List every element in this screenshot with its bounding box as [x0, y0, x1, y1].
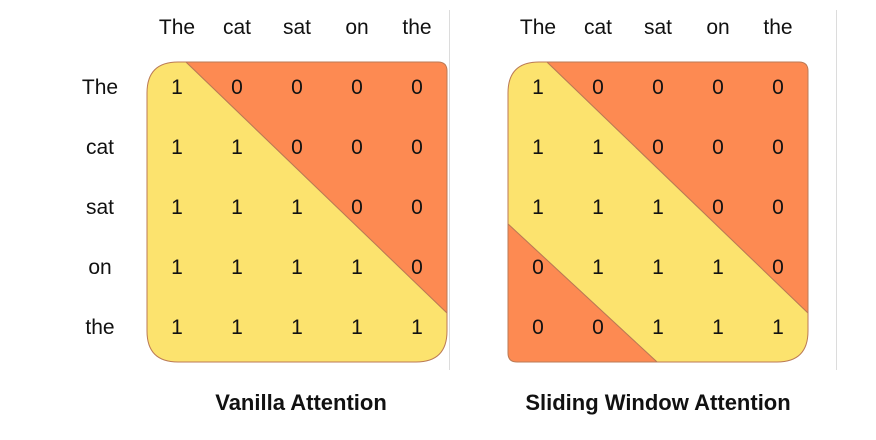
- matrix-cell: 1: [171, 76, 183, 99]
- matrix-cell: 1: [592, 136, 604, 159]
- matrix-cell: 0: [652, 76, 664, 99]
- matrix-cell: 0: [411, 196, 423, 219]
- matrix-cell: 1: [772, 316, 784, 339]
- matrix-cell: 1: [171, 136, 183, 159]
- col-header: The: [158, 16, 196, 39]
- matrix-cell: 1: [351, 256, 363, 279]
- matrix-cell: 1: [231, 256, 243, 279]
- matrix-cell: 1: [592, 196, 604, 219]
- col-header: the: [402, 16, 432, 39]
- row-label: cat: [85, 136, 114, 159]
- sliding-window-matrix: [507, 61, 809, 363]
- row-label: sat: [85, 196, 114, 219]
- matrix-cell: 0: [231, 76, 243, 99]
- matrix-cell: 1: [592, 256, 604, 279]
- col-header: cat: [222, 16, 252, 39]
- matrix-cell: 1: [291, 196, 303, 219]
- matrix-cell: 1: [652, 256, 664, 279]
- matrix-cell: 1: [291, 316, 303, 339]
- matrix-cell: 0: [351, 196, 363, 219]
- sliding-window-band: [507, 61, 809, 363]
- col-header: cat: [583, 16, 613, 39]
- matrix-cell: 1: [231, 316, 243, 339]
- matrix-cell: 0: [772, 136, 784, 159]
- col-header: sat: [643, 16, 673, 39]
- matrix-cell: 0: [351, 76, 363, 99]
- matrix-cell: 0: [532, 256, 544, 279]
- matrix-cell: 1: [171, 196, 183, 219]
- matrix-cell: 1: [171, 256, 183, 279]
- matrix-cell: 0: [772, 256, 784, 279]
- matrix-cell: 0: [351, 136, 363, 159]
- matrix-cell: 0: [652, 136, 664, 159]
- col-header: The: [519, 16, 557, 39]
- matrix-cell: 1: [712, 256, 724, 279]
- matrix-cell: 0: [411, 76, 423, 99]
- vanilla-attention-caption: Vanilla Attention: [215, 390, 387, 415]
- matrix-cell: 1: [411, 316, 423, 339]
- matrix-cell: 0: [411, 256, 423, 279]
- matrix-cell: 0: [772, 196, 784, 219]
- matrix-cell: 1: [532, 136, 544, 159]
- col-header: on: [706, 16, 730, 39]
- sliding-lower-region: [507, 222, 659, 363]
- matrix-cell: 1: [231, 136, 243, 159]
- matrix-cell: 1: [652, 196, 664, 219]
- matrix-cell: 0: [712, 136, 724, 159]
- divider-line: [836, 10, 837, 370]
- col-header: on: [345, 16, 369, 39]
- matrix-cell: 0: [532, 316, 544, 339]
- matrix-cell: 0: [291, 76, 303, 99]
- matrix-cell: 0: [291, 136, 303, 159]
- matrix-cell: 1: [652, 316, 664, 339]
- matrix-cell: 0: [772, 76, 784, 99]
- matrix-cell: 0: [712, 76, 724, 99]
- row-label: on: [88, 256, 112, 279]
- matrix-cell: 1: [351, 316, 363, 339]
- col-header: sat: [282, 16, 312, 39]
- vanilla-upper-region: [184, 61, 448, 315]
- matrix-cell: 1: [291, 256, 303, 279]
- matrix-cell: 0: [592, 76, 604, 99]
- matrix-cell: 1: [532, 76, 544, 99]
- row-label: The: [81, 76, 119, 99]
- matrix-cell: 1: [532, 196, 544, 219]
- divider-line: [449, 10, 450, 370]
- matrix-cell: 0: [712, 196, 724, 219]
- matrix-cell: 1: [712, 316, 724, 339]
- sliding-window-attention-caption: Sliding Window Attention: [525, 390, 791, 415]
- matrix-cell: 0: [592, 316, 604, 339]
- vanilla-attention-matrix: [146, 61, 448, 363]
- col-header: the: [763, 16, 793, 39]
- matrix-cell: 1: [231, 196, 243, 219]
- vanilla-lower-region: [146, 61, 448, 363]
- row-label: the: [85, 316, 115, 339]
- matrix-cell: 1: [171, 316, 183, 339]
- sliding-upper-region: [545, 61, 809, 315]
- matrix-cell: 0: [411, 136, 423, 159]
